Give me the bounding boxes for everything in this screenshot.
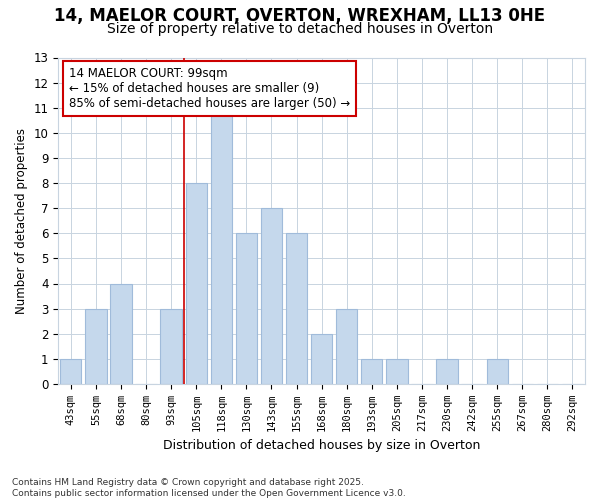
Text: 14 MAELOR COURT: 99sqm
← 15% of detached houses are smaller (9)
85% of semi-deta: 14 MAELOR COURT: 99sqm ← 15% of detached… — [69, 68, 350, 110]
Bar — [185, 183, 207, 384]
Bar — [361, 359, 382, 384]
Bar — [60, 359, 82, 384]
Y-axis label: Number of detached properties: Number of detached properties — [15, 128, 28, 314]
Bar — [436, 359, 458, 384]
Bar — [211, 108, 232, 384]
Bar — [286, 234, 307, 384]
Bar — [85, 308, 107, 384]
Bar — [160, 308, 182, 384]
Text: 14, MAELOR COURT, OVERTON, WREXHAM, LL13 0HE: 14, MAELOR COURT, OVERTON, WREXHAM, LL13… — [55, 8, 545, 26]
Bar — [110, 284, 131, 384]
Bar — [386, 359, 407, 384]
Bar — [487, 359, 508, 384]
Text: Contains HM Land Registry data © Crown copyright and database right 2025.
Contai: Contains HM Land Registry data © Crown c… — [12, 478, 406, 498]
Bar — [261, 208, 282, 384]
Bar — [336, 308, 358, 384]
Bar — [311, 334, 332, 384]
Text: Size of property relative to detached houses in Overton: Size of property relative to detached ho… — [107, 22, 493, 36]
X-axis label: Distribution of detached houses by size in Overton: Distribution of detached houses by size … — [163, 440, 481, 452]
Bar — [236, 234, 257, 384]
